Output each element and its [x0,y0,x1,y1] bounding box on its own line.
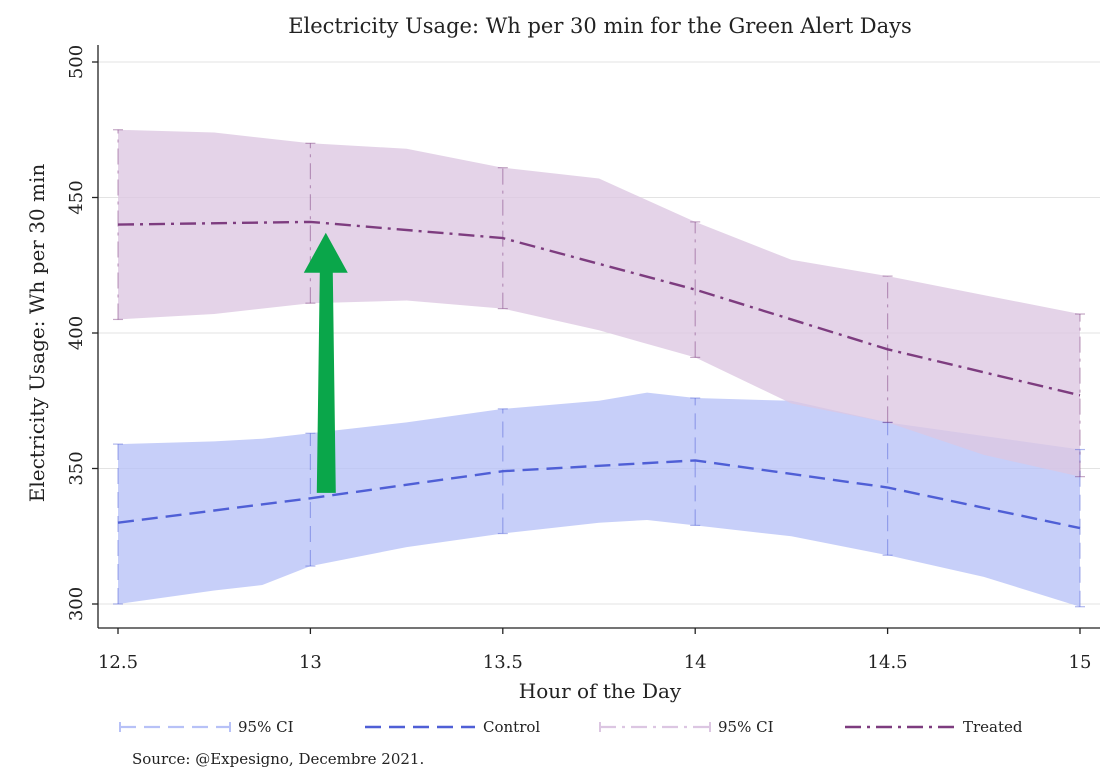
legend: 95% CI Control 95% CI Treated [119,718,1023,736]
legend-label: Control [483,718,540,736]
chart-title: Electricity Usage: Wh per 30 min for the… [288,14,912,38]
y-tick-label-400: 400 [66,316,87,350]
x-tick-label-14: 14 [684,652,707,673]
x-tick-label-13.5: 13.5 [483,652,523,673]
series-lines [117,220,1081,530]
tick-labels: 300 350 400 450 500 12.5 13 13.5 14 14.5 15 [66,45,1091,673]
treated-ci-band [118,129,1080,477]
annotations [303,232,348,493]
legend-label: 95% CI [718,718,774,736]
legend-item-control: Control [365,718,540,736]
x-tick-label-15: 15 [1069,652,1092,673]
axes [92,45,1100,634]
legend-item-control-ci: 95% CI [119,718,294,736]
ci-bands [118,129,1080,607]
x-tick-label-12.5: 12.5 [98,652,138,673]
y-axis-label: Electricity Usage: Wh per 30 min [25,164,49,503]
treated-line [117,220,1081,397]
legend-item-treated-ci: 95% CI [599,718,774,736]
legend-item-treated: Treated [845,718,1023,736]
y-tick-label-500: 500 [66,45,87,79]
annotation-arrow-0 [303,232,348,493]
x-axis-label: Hour of the Day [519,679,682,703]
x-tick-label-14.5: 14.5 [868,652,908,673]
control-line [117,459,1081,530]
legend-label: Treated [963,718,1023,736]
y-tick-label-300: 300 [66,587,87,621]
y-tick-label-350: 350 [66,451,87,485]
arrow-shape [303,232,348,493]
y-tick-label-450: 450 [66,180,87,214]
legend-label: 95% CI [238,718,294,736]
control-ci-band [118,392,1080,607]
x-tick-label-13: 13 [299,652,322,673]
source-note: Source: @Expesigno, Decembre 2021. [132,750,424,768]
